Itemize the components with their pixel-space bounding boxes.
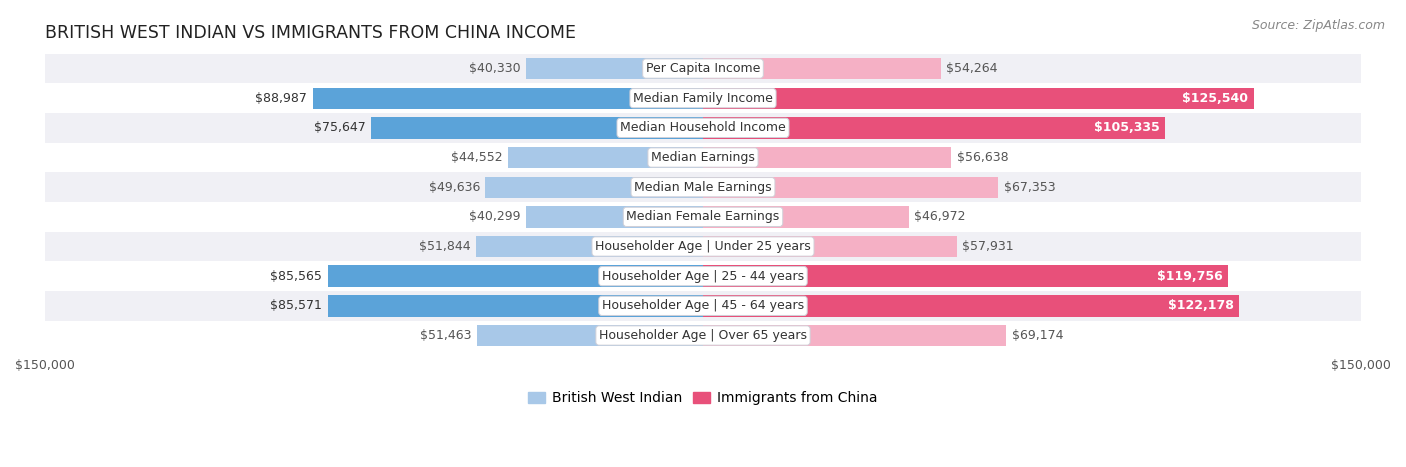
Bar (703, 177, 998, 198)
Bar (45, 202, 1361, 232)
Bar (703, 117, 1166, 139)
Bar (703, 236, 957, 257)
Text: Per Capita Income: Per Capita Income (645, 62, 761, 75)
Bar (703, 147, 952, 168)
Bar (703, 206, 910, 227)
Bar (328, 266, 703, 287)
Text: Median Male Earnings: Median Male Earnings (634, 181, 772, 194)
Text: $105,335: $105,335 (1094, 121, 1160, 134)
Text: $51,844: $51,844 (419, 240, 470, 253)
Text: $122,178: $122,178 (1168, 299, 1233, 312)
Text: Householder Age | Under 25 years: Householder Age | Under 25 years (595, 240, 811, 253)
Text: $75,647: $75,647 (314, 121, 366, 134)
Text: $56,638: $56,638 (956, 151, 1008, 164)
Text: Householder Age | 45 - 64 years: Householder Age | 45 - 64 years (602, 299, 804, 312)
Bar (475, 236, 703, 257)
Bar (45, 172, 1361, 202)
Text: $57,931: $57,931 (963, 240, 1014, 253)
Text: $85,565: $85,565 (270, 269, 322, 283)
Text: $44,552: $44,552 (451, 151, 502, 164)
Text: $85,571: $85,571 (270, 299, 322, 312)
Bar (45, 321, 1361, 350)
Bar (45, 291, 1361, 321)
Bar (45, 143, 1361, 172)
Bar (312, 87, 703, 109)
Text: Householder Age | 25 - 44 years: Householder Age | 25 - 44 years (602, 269, 804, 283)
Bar (45, 262, 1361, 291)
Bar (45, 54, 1361, 84)
Text: $125,540: $125,540 (1182, 92, 1249, 105)
Text: Householder Age | Over 65 years: Householder Age | Over 65 years (599, 329, 807, 342)
Text: $49,636: $49,636 (429, 181, 479, 194)
Text: $46,972: $46,972 (914, 210, 966, 223)
Legend: British West Indian, Immigrants from China: British West Indian, Immigrants from Chi… (523, 386, 883, 411)
Text: $69,174: $69,174 (1012, 329, 1063, 342)
Bar (526, 58, 703, 79)
Text: $51,463: $51,463 (420, 329, 472, 342)
Bar (45, 113, 1361, 143)
Bar (703, 295, 1239, 317)
Bar (477, 325, 703, 346)
Bar (45, 84, 1361, 113)
Text: $119,756: $119,756 (1157, 269, 1223, 283)
Text: $40,330: $40,330 (470, 62, 520, 75)
Text: $40,299: $40,299 (470, 210, 522, 223)
Text: Median Family Income: Median Family Income (633, 92, 773, 105)
Bar (703, 58, 941, 79)
Bar (526, 206, 703, 227)
Text: $67,353: $67,353 (1004, 181, 1056, 194)
Text: Source: ZipAtlas.com: Source: ZipAtlas.com (1251, 19, 1385, 32)
Text: Median Household Income: Median Household Income (620, 121, 786, 134)
Bar (703, 325, 1007, 346)
Bar (485, 177, 703, 198)
Text: $88,987: $88,987 (256, 92, 308, 105)
Text: Median Earnings: Median Earnings (651, 151, 755, 164)
Text: BRITISH WEST INDIAN VS IMMIGRANTS FROM CHINA INCOME: BRITISH WEST INDIAN VS IMMIGRANTS FROM C… (45, 24, 576, 42)
Bar (328, 295, 703, 317)
Bar (371, 117, 703, 139)
Bar (45, 232, 1361, 262)
Text: Median Female Earnings: Median Female Earnings (627, 210, 779, 223)
Text: $54,264: $54,264 (946, 62, 998, 75)
Bar (508, 147, 703, 168)
Bar (703, 87, 1254, 109)
Bar (703, 266, 1229, 287)
